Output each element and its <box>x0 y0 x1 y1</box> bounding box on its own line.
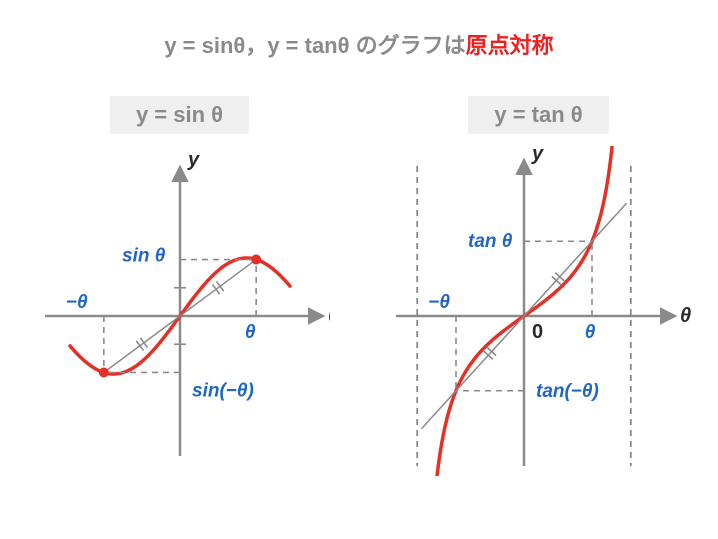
svg-text:θ: θ <box>584 322 595 343</box>
svg-text:0: 0 <box>532 321 543 343</box>
svg-text:−θ: −θ <box>65 292 87 313</box>
svg-text:θ: θ <box>328 305 330 327</box>
tan-subtitle: y = tan θ <box>468 96 608 134</box>
tan-panel: y = tan θ y θ 0 θ −θ tan θ tan(−θ) <box>379 96 699 481</box>
sin-chart: y θ θ −θ sin θ sin(−θ) <box>20 146 340 481</box>
svg-text:θ: θ <box>680 305 691 327</box>
svg-text:tan(−θ): tan(−θ) <box>536 381 599 402</box>
sin-panel: y = sin θ y θ θ −θ sin θ sin(−θ) <box>20 96 340 481</box>
title-prefix: y = sinθ，y = tanθ のグラフは <box>164 33 465 58</box>
title-emphasis: 原点対称 <box>466 33 554 58</box>
svg-text:sin(−θ): sin(−θ) <box>192 380 254 401</box>
svg-text:−θ: −θ <box>428 292 450 313</box>
tan-chart: y θ 0 θ −θ tan θ tan(−θ) <box>379 146 699 481</box>
svg-text:y: y <box>531 146 544 165</box>
svg-text:θ: θ <box>244 322 255 343</box>
svg-text:sin θ: sin θ <box>122 246 166 267</box>
sin-subtitle: y = sin θ <box>110 96 249 134</box>
svg-text:y: y <box>187 149 200 171</box>
svg-text:tan θ: tan θ <box>468 231 513 252</box>
